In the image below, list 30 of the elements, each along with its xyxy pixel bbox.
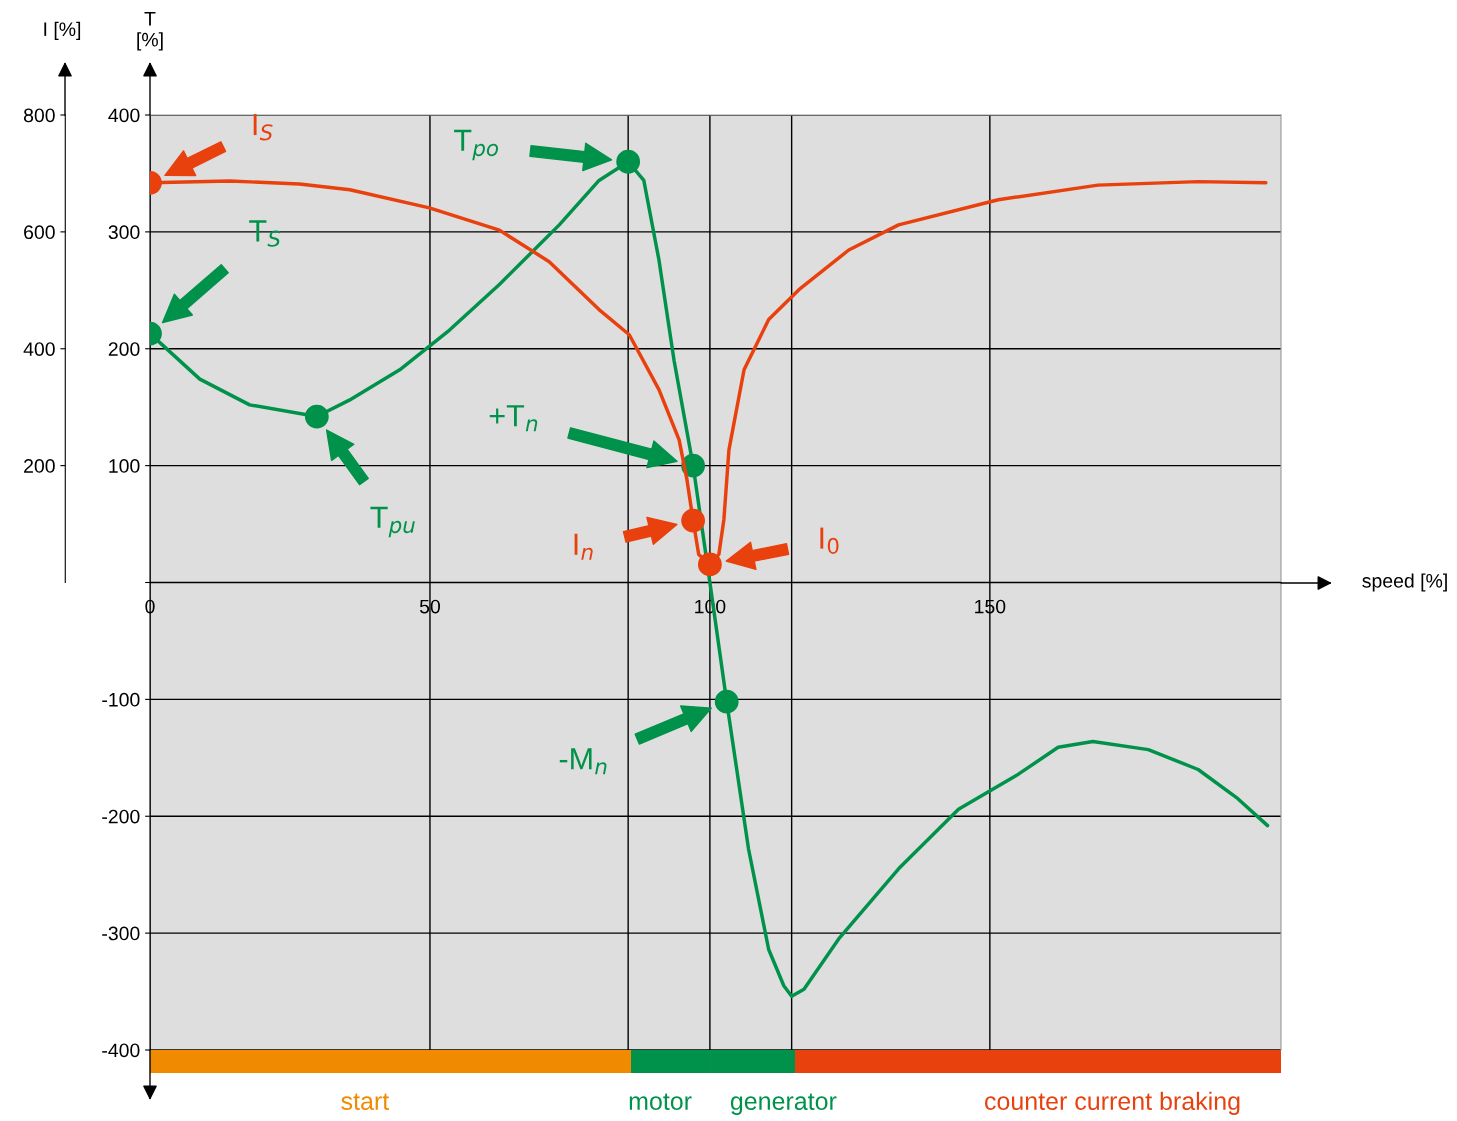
annotation: -M$_{n}$ bbox=[559, 748, 607, 775]
text: start bbox=[341, 1093, 390, 1111]
x-axis-title: speed [%] bbox=[1362, 573, 1447, 592]
annotation: I$_{S}$ bbox=[253, 114, 273, 141]
y-axis-title: T [%] bbox=[137, 12, 163, 51]
y-tick-label: -200 bbox=[102, 809, 140, 824]
y2-tick-label: 600 bbox=[24, 225, 55, 240]
y2-tick-label: 800 bbox=[23, 108, 55, 123]
y-tick-label: 300 bbox=[108, 225, 140, 240]
annotation: I$_{0}$ bbox=[820, 527, 839, 554]
y-tick-label: -300 bbox=[102, 926, 140, 941]
y-tick-label: 200 bbox=[108, 342, 140, 356]
y2-axis-title: I [%] bbox=[44, 21, 81, 40]
point bbox=[714, 689, 739, 714]
text: counter current braking bbox=[985, 1091, 1240, 1115]
y-tick-label: -100 bbox=[102, 692, 140, 707]
y2-tick-label: 200 bbox=[24, 459, 55, 473]
annotation: T$_{pu}$ bbox=[370, 506, 415, 538]
text: generator bbox=[730, 1093, 837, 1115]
point bbox=[681, 508, 705, 533]
y-tick-label: -400 bbox=[102, 1043, 140, 1058]
annotation: +T$_{n}$ bbox=[489, 405, 538, 432]
point bbox=[698, 552, 722, 577]
annotation: T$_{po}$ bbox=[454, 129, 499, 161]
point bbox=[616, 149, 641, 174]
annotation: I$_{n}$ bbox=[574, 533, 593, 560]
y2-tick-label: 400 bbox=[23, 342, 55, 356]
y-tick-label: 400 bbox=[108, 108, 140, 123]
y-tick-label: 100 bbox=[109, 459, 140, 473]
text: motor bbox=[629, 1093, 692, 1111]
